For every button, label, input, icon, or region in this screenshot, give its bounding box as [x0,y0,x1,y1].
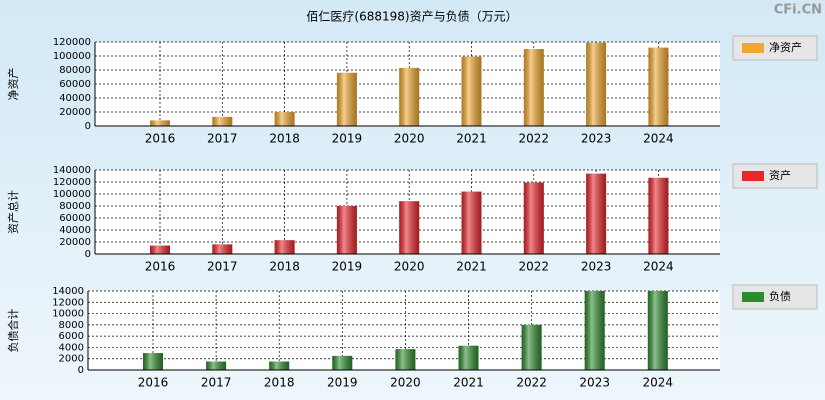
legend-label: 资产 [769,168,791,182]
x-tick-label: 2016 [145,260,176,274]
x-tick-label: 2023 [579,376,610,390]
bar-shine [647,291,668,370]
x-tick-label: 2020 [394,260,425,274]
bar-shine [461,191,482,254]
x-tick-label: 2017 [207,132,238,146]
bar-shine [399,67,420,126]
x-tick-label: 2016 [145,132,176,146]
bar-shine [395,349,416,370]
x-tick-label: 2019 [332,132,363,146]
x-tick-label: 2017 [207,260,238,274]
bar-shine [523,182,544,254]
y-axis-label: 资产总计 [6,190,20,234]
y-tick-label: 40000 [59,93,91,104]
bar-shine [399,201,420,254]
x-tick-label: 2024 [643,260,674,274]
x-tick-label: 2024 [643,376,674,390]
bar-shine [269,361,290,370]
y-tick-label: 60000 [59,79,91,90]
bar-shine [150,120,170,126]
x-tick-label: 2020 [394,132,425,146]
x-tick-label: 2018 [269,260,300,274]
x-tick-label: 2019 [327,376,358,390]
y-tick-label: 2000 [59,354,84,365]
y-tick-label: 12000 [52,297,84,308]
x-tick-label: 2021 [453,376,484,390]
y-tick-label: 100000 [53,189,91,200]
y-tick-label: 0 [85,121,91,132]
y-tick-label: 100000 [53,51,91,62]
bar-shine [521,324,542,370]
bar-shine [212,244,233,254]
y-tick-label: 4000 [59,342,84,353]
y-tick-label: 60000 [59,213,91,224]
bar-shine [212,116,233,126]
y-tick-label: 10000 [52,309,84,320]
bar-shine [336,206,357,254]
bar-shine [143,353,163,370]
legend-swatch [742,43,764,53]
x-tick-label: 2018 [269,132,300,146]
y-tick-label: 120000 [53,37,91,48]
x-tick-label: 2022 [519,260,550,274]
bar-shine [523,49,544,126]
legend-label: 净资产 [769,40,802,54]
x-tick-label: 2020 [390,376,421,390]
x-tick-label: 2022 [519,132,550,146]
y-tick-label: 140000 [53,165,91,176]
legend-label: 负债 [769,289,791,303]
y-tick-label: 14000 [52,286,84,297]
watermark: CFi.CN [774,3,822,18]
x-tick-label: 2016 [138,376,169,390]
bar-shine [458,345,479,370]
x-tick-label: 2021 [456,132,487,146]
bar-shine [648,47,669,126]
x-tick-label: 2022 [516,376,547,390]
x-tick-label: 2017 [201,376,232,390]
y-tick-label: 80000 [59,201,91,212]
y-tick-label: 0 [78,365,84,376]
bar-shine [584,291,605,370]
x-tick-label: 2023 [581,260,612,274]
y-tick-label: 120000 [53,177,91,188]
x-tick-label: 2019 [332,260,363,274]
bar-shine [274,240,295,254]
chart-title: 佰仁医疗(688198)资产与负债（万元） [306,10,517,24]
y-axis-label: 负债合计 [6,309,20,353]
y-tick-label: 6000 [59,331,84,342]
x-tick-label: 2024 [643,132,674,146]
legend-swatch [742,292,764,302]
y-tick-label: 40000 [59,225,91,236]
bar-shine [586,42,607,127]
bar-shine [206,361,227,370]
bar-shine [586,173,607,254]
x-tick-label: 2021 [456,260,487,274]
bar-shine [150,245,170,254]
x-tick-label: 2018 [264,376,295,390]
bar-shine [274,112,295,126]
y-tick-label: 0 [85,249,91,260]
bar-shine [461,56,482,127]
bar-shine [648,177,669,254]
legend-swatch [742,171,764,181]
bar-shine [332,355,353,370]
y-tick-label: 80000 [59,65,91,76]
y-tick-label: 8000 [59,320,84,331]
x-tick-label: 2023 [581,132,612,146]
y-tick-label: 20000 [59,107,91,118]
bar-shine [336,72,357,126]
y-tick-label: 20000 [59,237,91,248]
y-axis-label: 净资产 [6,68,20,101]
